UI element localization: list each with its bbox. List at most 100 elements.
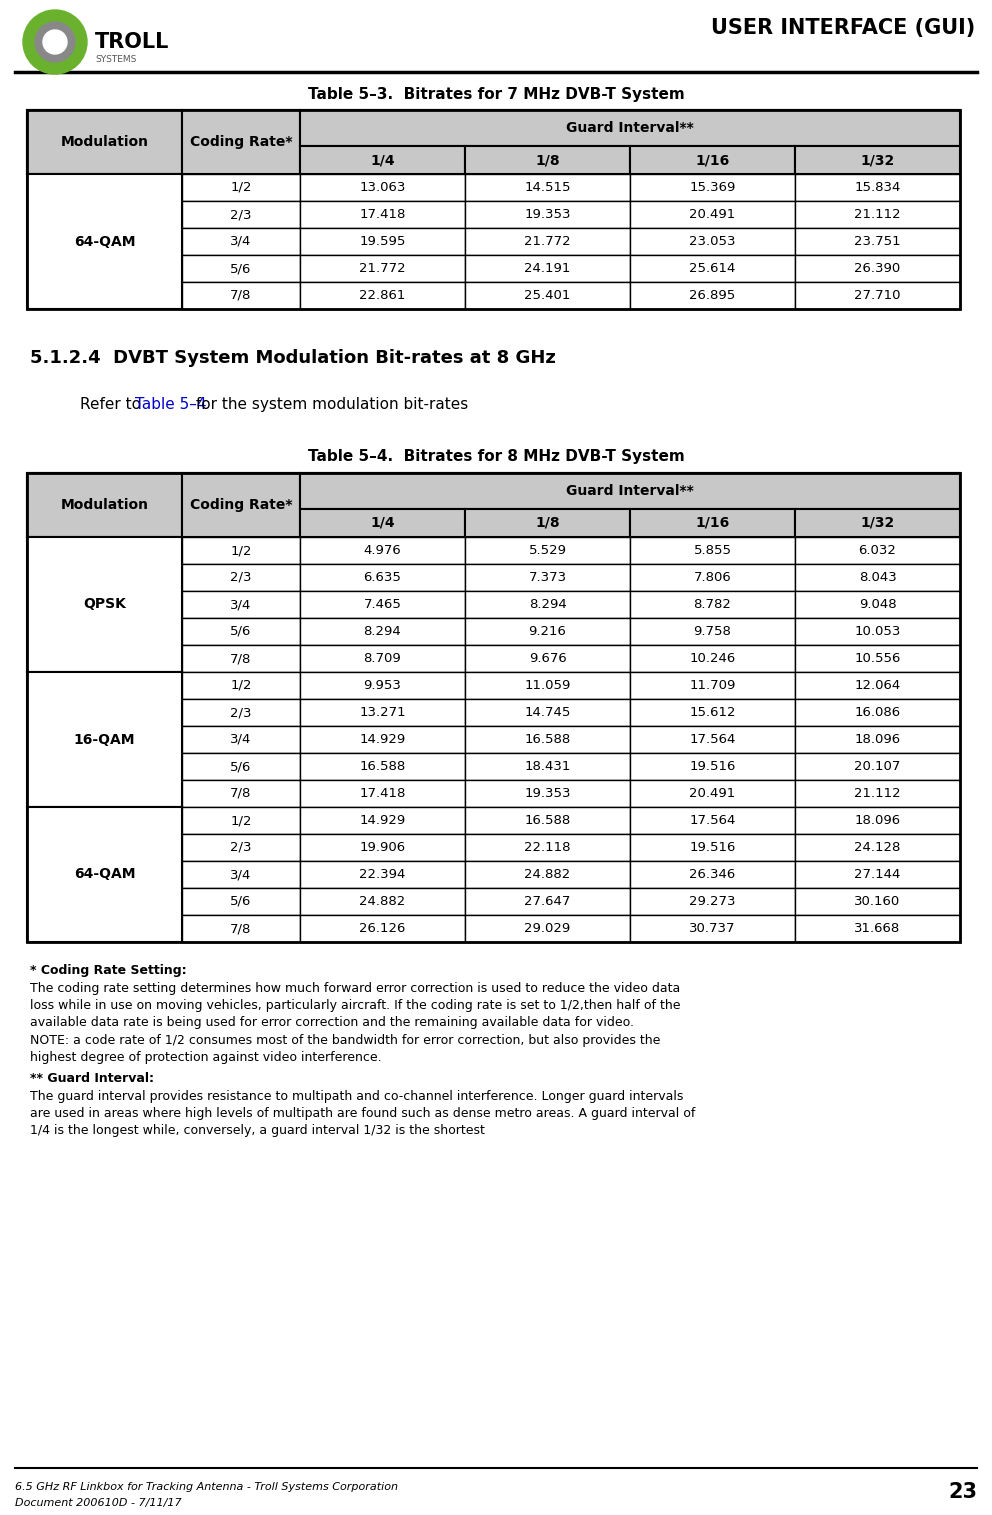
- Text: 3/4: 3/4: [230, 733, 252, 745]
- Bar: [300, 888, 465, 915]
- Text: 29.273: 29.273: [689, 895, 736, 907]
- Text: 3/4: 3/4: [230, 235, 252, 248]
- Bar: [465, 888, 630, 915]
- Bar: [795, 509, 960, 536]
- Bar: [182, 807, 300, 833]
- Bar: [27, 111, 960, 309]
- Bar: [300, 645, 465, 673]
- Bar: [465, 227, 630, 255]
- Text: The coding rate setting determines how much forward error correction is used to : The coding rate setting determines how m…: [30, 982, 681, 1029]
- Text: 7/8: 7/8: [230, 923, 252, 935]
- Bar: [795, 726, 960, 753]
- Text: 23: 23: [948, 1482, 977, 1501]
- Bar: [795, 145, 960, 174]
- Text: 5.1.2.4  DVBT System Modulation Bit-rates at 8 GHz: 5.1.2.4 DVBT System Modulation Bit-rates…: [30, 348, 556, 367]
- Bar: [630, 645, 795, 673]
- Text: 1/2: 1/2: [230, 544, 252, 558]
- Text: Guard Interval**: Guard Interval**: [566, 121, 693, 135]
- Text: 26.390: 26.390: [854, 262, 901, 276]
- Text: 16-QAM: 16-QAM: [73, 732, 135, 747]
- Text: 64-QAM: 64-QAM: [73, 235, 135, 248]
- Text: 7.373: 7.373: [529, 571, 566, 583]
- Bar: [300, 618, 465, 645]
- Bar: [300, 833, 465, 861]
- Text: 1/8: 1/8: [536, 153, 559, 167]
- Bar: [182, 473, 300, 536]
- Bar: [795, 807, 960, 833]
- Text: 2/3: 2/3: [230, 571, 252, 583]
- Text: 21.112: 21.112: [854, 208, 901, 221]
- Text: SYSTEMS: SYSTEMS: [95, 55, 136, 64]
- Text: 17.418: 17.418: [359, 208, 406, 221]
- Text: 16.086: 16.086: [854, 706, 901, 720]
- Text: 26.895: 26.895: [689, 289, 736, 301]
- Text: 23.053: 23.053: [689, 235, 736, 248]
- Bar: [630, 509, 795, 536]
- Bar: [630, 861, 795, 888]
- Bar: [300, 174, 465, 201]
- Bar: [182, 645, 300, 673]
- Text: 21.772: 21.772: [524, 235, 570, 248]
- Text: 31.668: 31.668: [854, 923, 901, 935]
- Bar: [300, 227, 465, 255]
- Bar: [630, 753, 795, 780]
- Bar: [630, 255, 795, 282]
- Text: 18.096: 18.096: [854, 814, 901, 827]
- Text: 24.882: 24.882: [359, 895, 406, 907]
- Bar: [465, 282, 630, 309]
- Text: Coding Rate*: Coding Rate*: [189, 135, 293, 148]
- Text: 9.758: 9.758: [693, 626, 731, 638]
- Text: Modulation: Modulation: [61, 135, 149, 148]
- Bar: [27, 473, 960, 942]
- Bar: [465, 726, 630, 753]
- Circle shape: [23, 11, 87, 74]
- Bar: [465, 509, 630, 536]
- Bar: [795, 564, 960, 591]
- Bar: [182, 591, 300, 618]
- Text: 3/4: 3/4: [230, 868, 252, 882]
- Text: 64-QAM: 64-QAM: [73, 868, 135, 882]
- Text: 18.431: 18.431: [525, 761, 570, 773]
- Bar: [630, 780, 795, 807]
- Text: 30.737: 30.737: [689, 923, 736, 935]
- Bar: [795, 673, 960, 698]
- Text: 14.515: 14.515: [524, 180, 570, 194]
- Bar: [182, 780, 300, 807]
- Bar: [795, 861, 960, 888]
- Text: 19.353: 19.353: [524, 786, 570, 800]
- Text: 14.929: 14.929: [359, 733, 406, 745]
- Text: 5/6: 5/6: [230, 626, 252, 638]
- Text: Coding Rate*: Coding Rate*: [189, 498, 293, 512]
- Text: 1/4: 1/4: [370, 517, 395, 530]
- Bar: [465, 145, 630, 174]
- Text: 29.029: 29.029: [525, 923, 570, 935]
- Bar: [300, 698, 465, 726]
- Bar: [300, 726, 465, 753]
- Text: 18.096: 18.096: [854, 733, 901, 745]
- Text: 26.346: 26.346: [689, 868, 736, 882]
- Text: 27.144: 27.144: [854, 868, 901, 882]
- Text: 20.491: 20.491: [689, 208, 736, 221]
- Text: USER INTERFACE (GUI): USER INTERFACE (GUI): [710, 18, 975, 38]
- Text: 23.751: 23.751: [854, 235, 901, 248]
- Bar: [465, 255, 630, 282]
- Text: ** Guard Interval:: ** Guard Interval:: [30, 1073, 154, 1085]
- Text: 7/8: 7/8: [230, 289, 252, 301]
- Bar: [630, 564, 795, 591]
- Bar: [795, 255, 960, 282]
- Text: 7.806: 7.806: [693, 571, 731, 583]
- Bar: [300, 807, 465, 833]
- Text: 10.246: 10.246: [689, 651, 736, 665]
- Text: 8.043: 8.043: [859, 571, 897, 583]
- Bar: [795, 227, 960, 255]
- Text: 25.401: 25.401: [525, 289, 570, 301]
- Bar: [182, 564, 300, 591]
- Text: Table 5–3.  Bitrates for 7 MHz DVB-T System: Table 5–3. Bitrates for 7 MHz DVB-T Syst…: [308, 86, 684, 102]
- Text: 22.118: 22.118: [524, 841, 570, 854]
- Text: 1/16: 1/16: [695, 153, 730, 167]
- Bar: [465, 673, 630, 698]
- Bar: [630, 726, 795, 753]
- Text: Modulation: Modulation: [61, 498, 149, 512]
- Text: 2/3: 2/3: [230, 208, 252, 221]
- Text: 6.635: 6.635: [363, 571, 402, 583]
